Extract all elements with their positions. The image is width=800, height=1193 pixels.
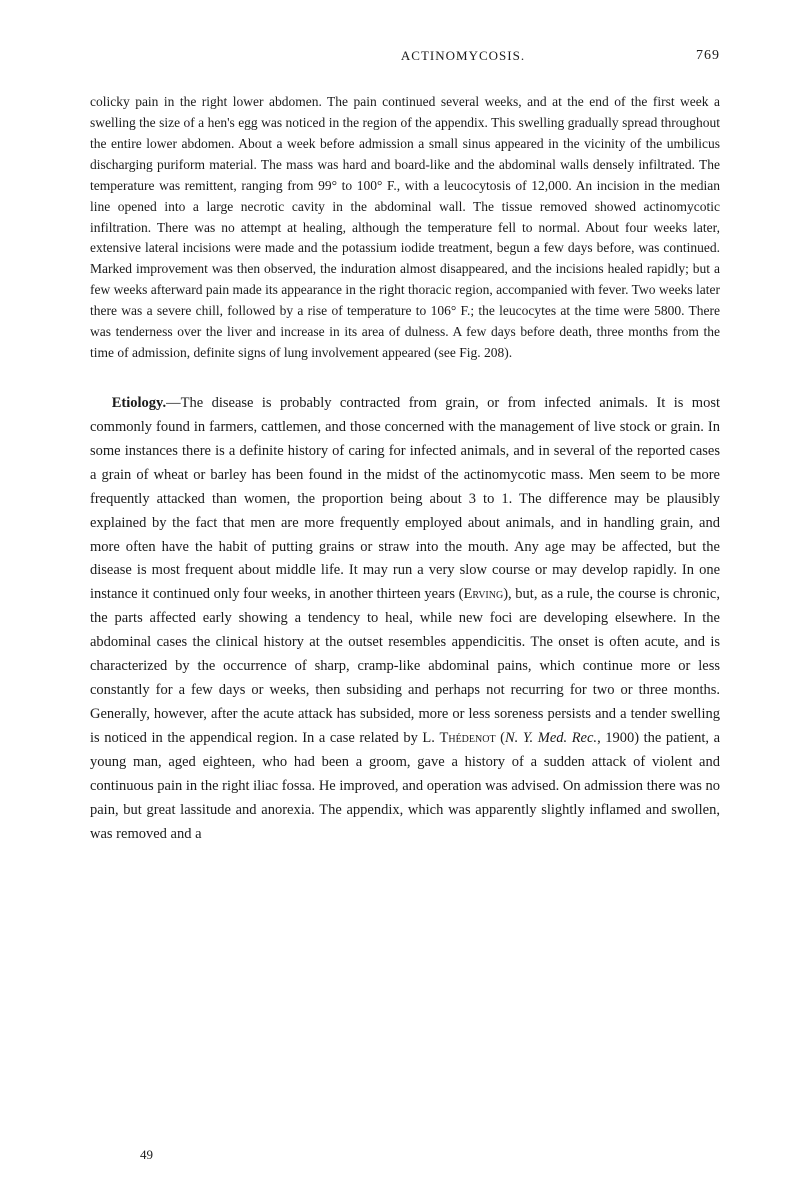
header-title: ACTINOMYCOSIS. (90, 48, 696, 64)
author-thedenot: Thédenot (439, 730, 495, 746)
footer-number: 49 (140, 1147, 153, 1163)
citation-journal: N. Y. Med. Rec. (505, 730, 597, 746)
page-header: ACTINOMYCOSIS. 769 (90, 48, 720, 64)
page-number: 769 (696, 48, 720, 64)
paragraph-2-body: —The disease is probably contracted from… (90, 395, 720, 602)
paragraph-2: Etiology.—The disease is probably contra… (90, 392, 720, 847)
paragraph-2-body2: ), but, as a rule, the course is chronic… (90, 586, 720, 746)
paragraph-1: colicky pain in the right lower abdomen.… (90, 92, 720, 364)
author-erving: Erving (463, 586, 503, 602)
etiology-heading: Etiology. (112, 395, 166, 411)
paragraph-2-body3: , 1900) the patient, a young man, aged e… (90, 730, 720, 842)
citation-open: ( (496, 730, 505, 746)
